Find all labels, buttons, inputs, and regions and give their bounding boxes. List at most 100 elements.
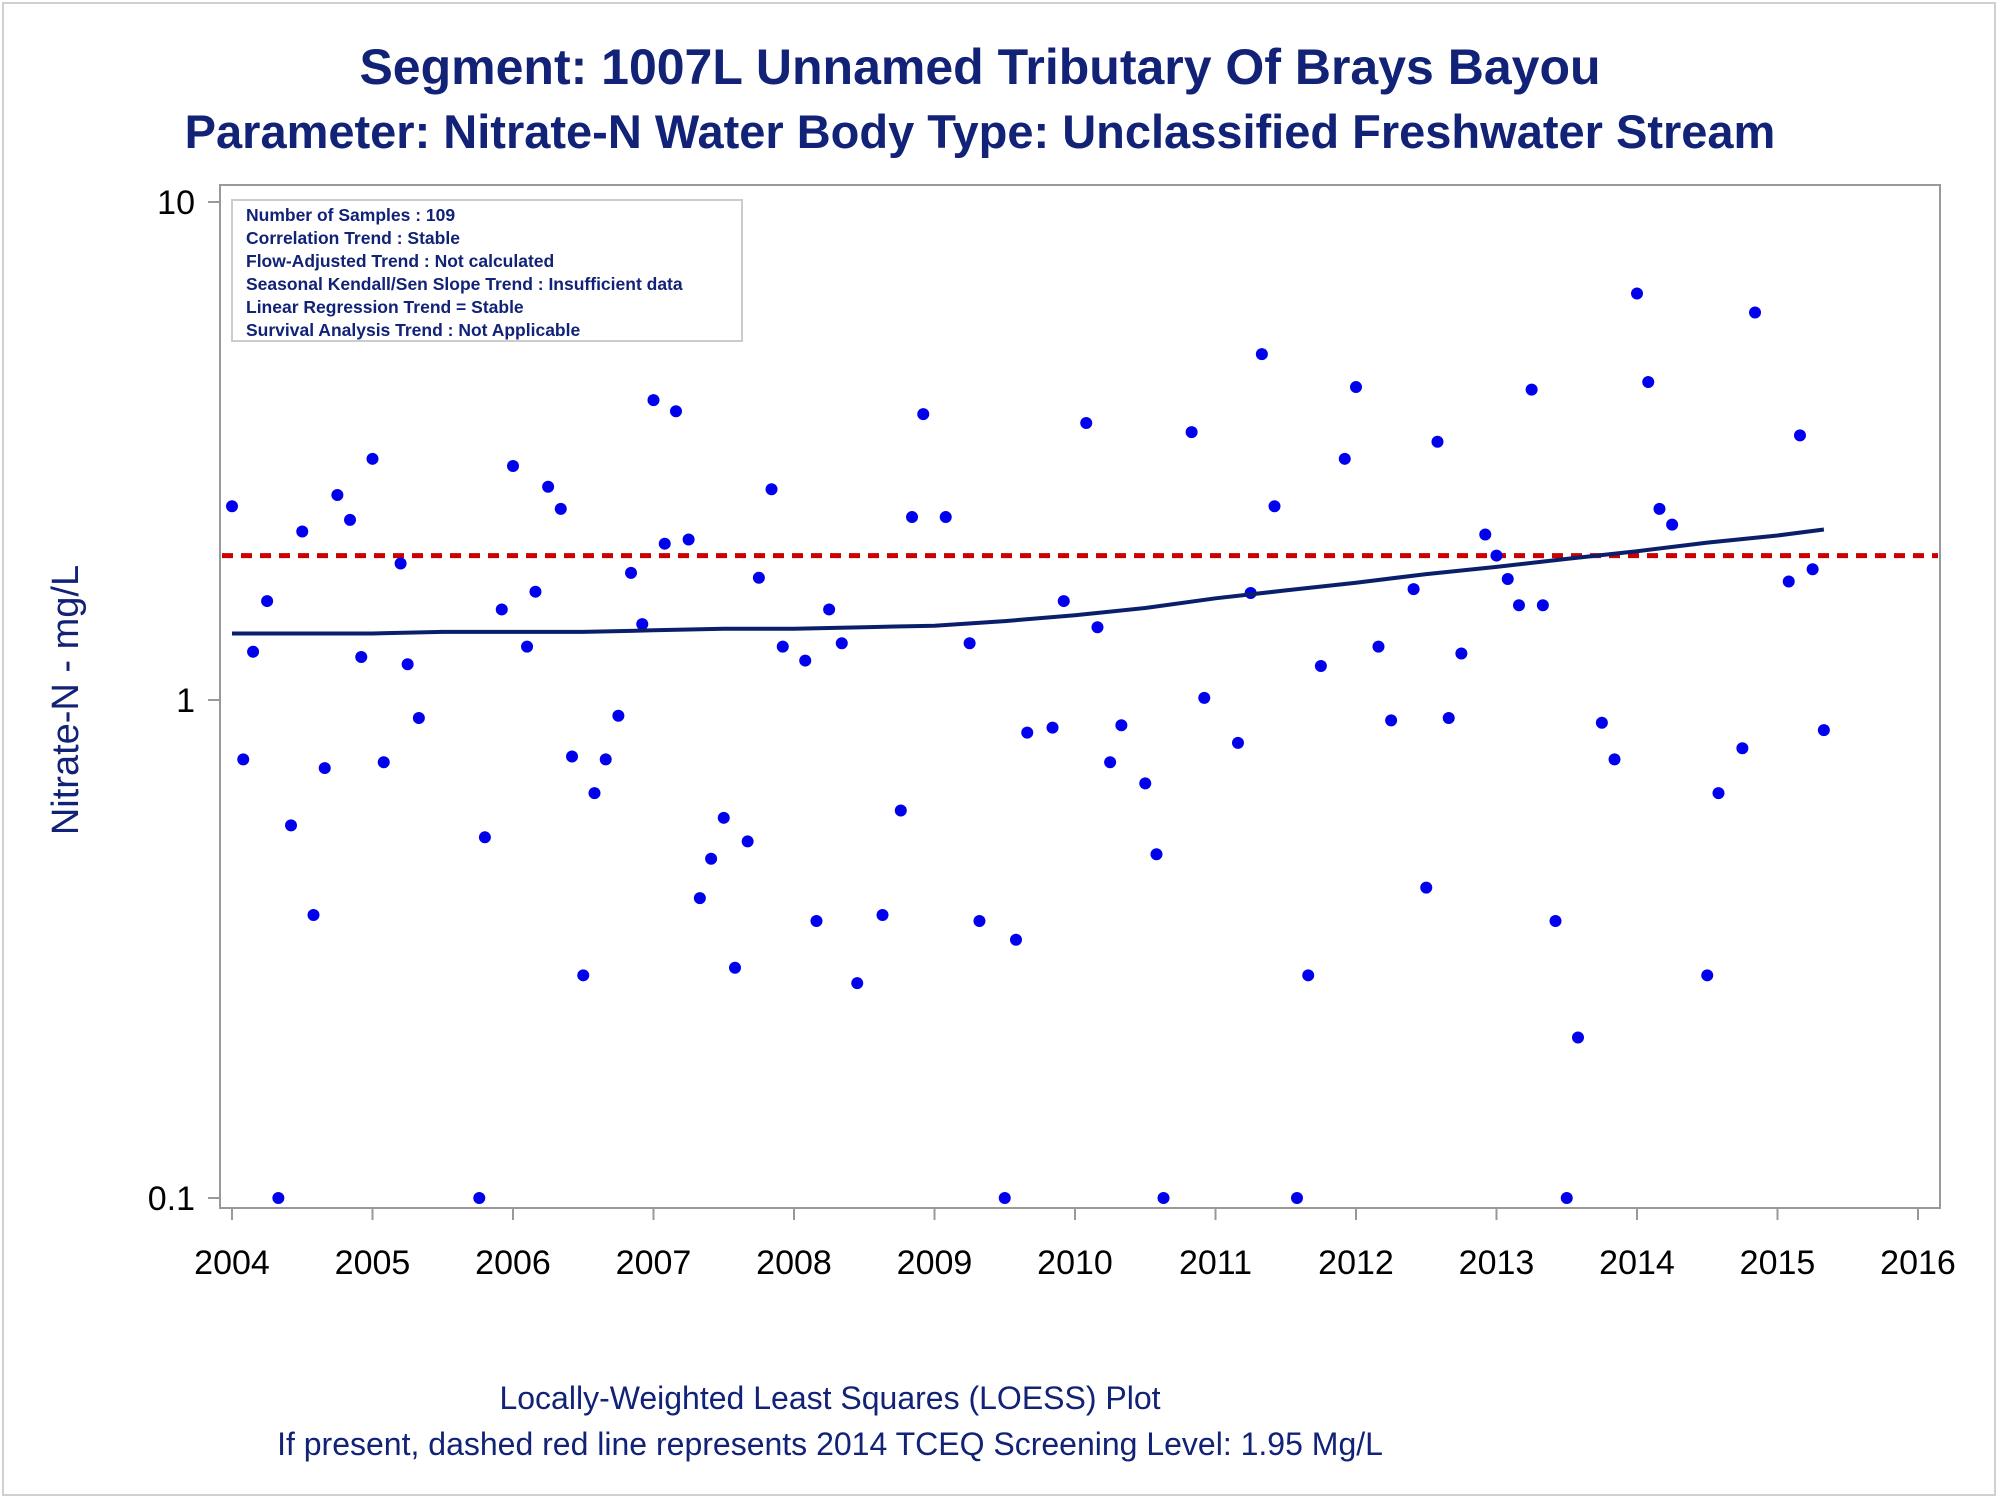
data-point [998, 1192, 1011, 1204]
y-axis-label: Nitrate-N - mg/L [45, 565, 87, 835]
y-tick-label: 0.1 [148, 1180, 195, 1218]
data-point [963, 637, 976, 650]
data-point [272, 1192, 285, 1204]
data-point [851, 977, 864, 990]
data-point [296, 525, 309, 538]
data-point [1290, 1192, 1303, 1204]
data-point [1479, 528, 1492, 541]
data-point [1512, 599, 1525, 612]
data-point [1350, 381, 1362, 394]
data-point [1782, 575, 1795, 588]
data-point [1046, 721, 1059, 734]
data-point [1442, 712, 1455, 725]
stats-line: Flow-Adjusted Trend : Not calculated [246, 251, 554, 271]
x-tick-label: 2005 [335, 1244, 411, 1282]
data-point [355, 650, 368, 663]
x-tick-label: 2006 [475, 1244, 551, 1282]
data-point [1501, 572, 1514, 585]
data-point [1091, 621, 1104, 634]
data-point [599, 753, 612, 766]
data-point [876, 909, 889, 922]
x-axis: 2004 2005 2006 2007 2008 2009 2010 2011 2012 2013… [194, 1208, 1956, 1282]
data-point [1314, 660, 1327, 673]
data-point [473, 1192, 486, 1204]
data-point [1560, 1192, 1573, 1204]
data-point [1009, 933, 1022, 946]
data-point [247, 645, 260, 658]
data-point [1185, 426, 1198, 439]
data-point [577, 969, 590, 982]
x-tick-label: 2007 [616, 1244, 692, 1282]
footnote-screening: If present, dashed red line represents 2… [277, 1426, 1383, 1462]
data-point [261, 595, 274, 608]
data-point [1666, 518, 1679, 531]
stats-line: Number of Samples : 109 [246, 205, 455, 225]
data-point [835, 637, 848, 650]
x-tick-label: 2009 [897, 1244, 973, 1282]
data-points [226, 287, 1830, 1204]
stats-box: Number of Samples : 109 Correlation Tren… [231, 199, 743, 342]
stats-line: Correlation Trend : Stable [246, 228, 460, 248]
stats-line: Seasonal Kendall/Sen Slope Trend : Insuf… [246, 274, 683, 294]
data-point [318, 762, 331, 775]
data-point [285, 819, 298, 832]
data-point [366, 452, 379, 465]
data-point [1080, 416, 1093, 429]
data-point [1455, 647, 1468, 660]
data-point [612, 709, 625, 722]
data-point [705, 852, 718, 865]
x-tick-label: 2016 [1880, 1244, 1956, 1282]
data-point [521, 640, 534, 653]
data-point [647, 394, 660, 407]
stats-line: Linear Regression Trend = Stable [246, 297, 524, 317]
data-point [1525, 383, 1538, 396]
x-tick-label: 2012 [1318, 1244, 1394, 1282]
data-point [682, 533, 695, 546]
data-point [507, 460, 519, 473]
data-point [1139, 777, 1152, 790]
data-point [1255, 348, 1268, 361]
data-point [1268, 500, 1281, 513]
stats-box-border [231, 199, 743, 342]
data-point [1104, 756, 1117, 769]
data-point [331, 489, 344, 502]
stats-line: Survival Analysis Trend : Not Applicable [246, 320, 580, 340]
x-tick-label: 2004 [194, 1244, 270, 1282]
loess-trend-line [232, 527, 1825, 636]
x-tick-label: 2013 [1459, 1244, 1535, 1282]
y-axis: 0.1 1 10 [148, 184, 220, 1218]
data-point [226, 500, 238, 513]
data-point [588, 787, 601, 800]
data-point [1338, 452, 1351, 465]
chart-subtitle: Parameter: Nitrate-N Water Body Type: Un… [184, 105, 1776, 158]
data-point [823, 603, 836, 616]
data-point [1642, 376, 1655, 389]
data-point [1021, 726, 1034, 739]
data-point [554, 502, 567, 515]
data-point [1385, 714, 1398, 727]
data-point [1712, 787, 1725, 800]
data-point [1150, 848, 1163, 861]
data-point [693, 892, 706, 905]
data-point [1595, 716, 1608, 729]
x-tick-label: 2008 [756, 1244, 832, 1282]
y-tick-label: 10 [157, 184, 195, 222]
x-tick-label: 2015 [1740, 1244, 1816, 1282]
data-point [625, 566, 638, 579]
data-point [307, 909, 320, 922]
data-point [412, 712, 425, 725]
data-point [1372, 640, 1385, 653]
data-point [478, 831, 491, 844]
data-point [669, 405, 682, 418]
plot-area [219, 184, 1941, 1209]
data-point [799, 654, 812, 667]
data-point [636, 618, 649, 631]
data-point [894, 804, 907, 817]
data-point [741, 835, 754, 848]
data-point [973, 914, 986, 927]
data-point [1431, 435, 1444, 448]
data-point [1536, 599, 1549, 612]
data-point [728, 961, 741, 974]
data-point [939, 511, 952, 524]
